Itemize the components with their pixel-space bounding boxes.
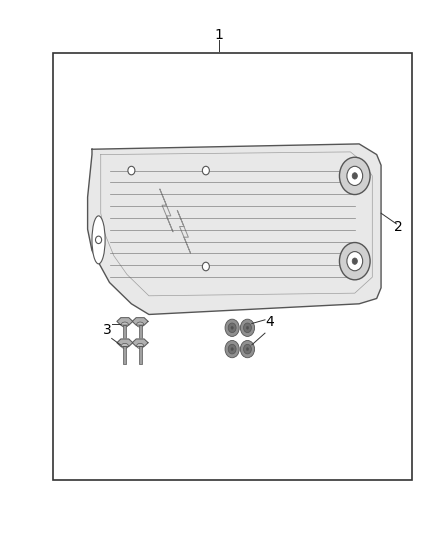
- Circle shape: [202, 262, 209, 271]
- Circle shape: [95, 236, 102, 244]
- Polygon shape: [117, 318, 133, 325]
- Text: 3: 3: [103, 324, 112, 337]
- Circle shape: [347, 166, 363, 185]
- Circle shape: [128, 166, 135, 175]
- Circle shape: [352, 258, 357, 264]
- Polygon shape: [132, 318, 148, 325]
- Circle shape: [228, 344, 236, 354]
- Circle shape: [246, 348, 249, 351]
- Circle shape: [225, 341, 239, 358]
- Circle shape: [240, 341, 254, 358]
- Bar: [124, 346, 126, 364]
- Circle shape: [352, 173, 357, 179]
- Bar: [124, 325, 126, 343]
- Circle shape: [244, 323, 251, 333]
- Polygon shape: [132, 339, 148, 346]
- Bar: [53, 53, 412, 480]
- Circle shape: [246, 326, 249, 329]
- Ellipse shape: [121, 343, 128, 349]
- Circle shape: [202, 166, 209, 175]
- Circle shape: [231, 348, 233, 351]
- Polygon shape: [88, 144, 381, 314]
- Ellipse shape: [121, 322, 128, 327]
- Circle shape: [244, 344, 251, 354]
- Circle shape: [225, 319, 239, 336]
- Ellipse shape: [137, 343, 144, 349]
- Text: 1: 1: [215, 28, 223, 42]
- Circle shape: [240, 319, 254, 336]
- Circle shape: [228, 323, 236, 333]
- Ellipse shape: [137, 322, 144, 327]
- Text: 2: 2: [394, 220, 403, 233]
- Bar: [138, 346, 142, 364]
- Ellipse shape: [92, 216, 105, 264]
- Polygon shape: [117, 339, 133, 346]
- Circle shape: [231, 326, 233, 329]
- Circle shape: [339, 157, 370, 195]
- Text: 4: 4: [265, 316, 274, 329]
- Circle shape: [347, 252, 363, 271]
- Circle shape: [339, 243, 370, 280]
- Bar: [138, 325, 142, 343]
